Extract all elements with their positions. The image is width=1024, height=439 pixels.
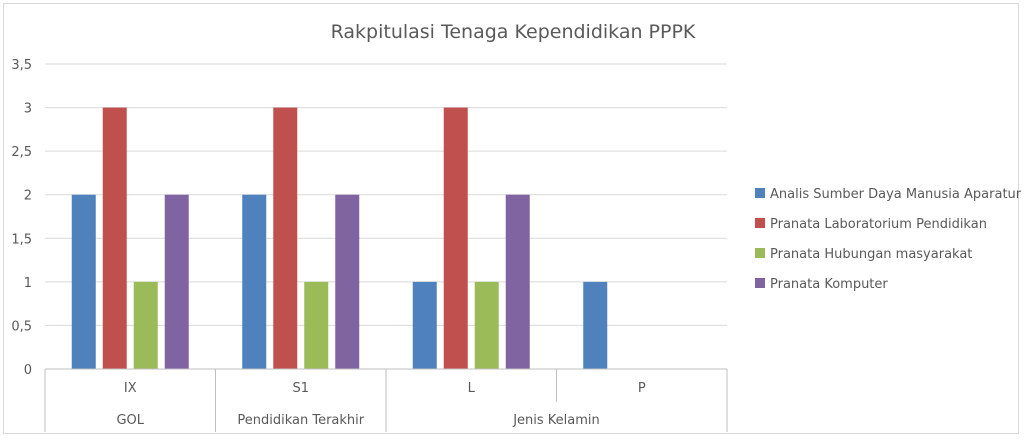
bar [505, 194, 530, 369]
legend-label: Pranata Hubungan masyarakat [770, 247, 972, 262]
bar [335, 194, 360, 369]
x-group-label: Pendidikan Terakhir [237, 413, 364, 428]
bar [443, 107, 468, 370]
legend: Analis Sumber Daya Manusia Aparatur Prana… [755, 187, 1022, 292]
y-axis-ticks: 0 0,5 1 1,5 2 2,5 3 3,5 [11, 58, 32, 378]
bars [71, 107, 608, 370]
legend-label: Pranata Komputer [770, 277, 888, 292]
y-tick-label: 1 [24, 276, 32, 291]
bar [71, 194, 96, 369]
bar [164, 194, 189, 369]
y-tick-label: 0 [24, 363, 32, 378]
y-tick-label: 3,5 [11, 58, 32, 73]
bar [102, 107, 127, 370]
x-axis-labels: IX S1 L P GOL Pendidikan Terakhir Jenis Kelami… [116, 381, 645, 428]
legend-swatch [755, 218, 765, 228]
bar [242, 194, 267, 369]
x-tick-label: S1 [292, 381, 309, 396]
x-tick-label: L [468, 381, 476, 396]
legend-swatch [755, 248, 765, 258]
bar [474, 281, 499, 369]
bar [304, 281, 329, 369]
legend-label: Pranata Laboratorium Pendidikan [770, 217, 987, 232]
legend-label: Analis Sumber Daya Manusia Aparatur [770, 187, 1022, 202]
x-tick-label: IX [124, 381, 137, 396]
x-axis [44, 368, 728, 432]
bar [583, 281, 608, 369]
bar [273, 107, 298, 370]
y-tick-label: 1,5 [11, 232, 32, 247]
x-tick-label: P [638, 381, 646, 396]
bar [412, 281, 437, 369]
y-tick-label: 3 [24, 102, 32, 117]
legend-swatch [755, 278, 765, 288]
x-group-label: GOL [116, 413, 144, 428]
bar [133, 281, 158, 369]
x-group-label: Jenis Kelamin [512, 413, 600, 428]
legend-swatch [755, 188, 765, 198]
y-tick-label: 2,5 [11, 145, 32, 160]
y-tick-label: 0,5 [11, 319, 32, 334]
y-tick-label: 2 [24, 189, 32, 204]
chart-title: Rakpitulasi Tenaga Kependidikan PPPK [331, 21, 696, 43]
gridlines [45, 63, 727, 326]
